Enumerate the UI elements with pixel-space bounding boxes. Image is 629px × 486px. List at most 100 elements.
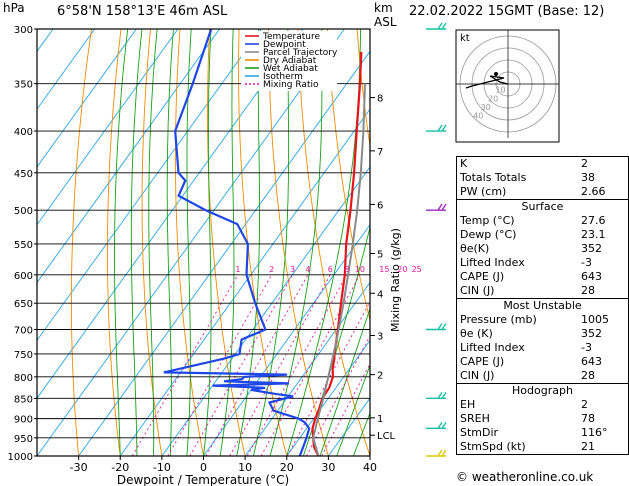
km-tick-label: LCL	[377, 431, 396, 442]
temp-tick-label: -30	[70, 461, 88, 474]
legend-label: Parcel Trajectory	[263, 48, 338, 58]
surface-section-title: Surface	[457, 199, 628, 214]
index-label: Totals Totals	[460, 171, 527, 184]
pressure-tick-label: 350	[14, 80, 33, 91]
hpa-unit-label: hPa	[3, 1, 25, 15]
isotherm-line	[37, 29, 345, 456]
temp-tick-label: 30	[321, 461, 335, 474]
legend-label: Wet Adiabat	[263, 64, 318, 74]
wind-barb	[426, 323, 447, 331]
index-label: Temp (°C)	[460, 214, 515, 227]
index-value: 28	[581, 369, 595, 382]
km-tick-label: 5	[377, 250, 383, 261]
wet-adiabat-line	[166, 29, 174, 456]
legend-label: Isotherm	[263, 72, 303, 82]
legend-label: Mixing Ratio	[263, 80, 319, 90]
index-value: 116°	[581, 426, 608, 439]
mixing-ratio-value: 3	[290, 265, 295, 274]
wind-barb	[426, 22, 447, 30]
wind-barb	[426, 421, 447, 430]
series-parcel-trajectory	[312, 83, 366, 456]
pressure-tick-label: 600	[14, 271, 33, 282]
index-label: CIN (J)	[460, 369, 495, 382]
index-row: θe (K) 352	[457, 327, 628, 341]
index-row: θe(K) 352	[457, 242, 628, 256]
index-label: EH	[460, 398, 476, 411]
index-row: Pressure (mb) 1005	[457, 313, 628, 327]
index-value: 27.6	[581, 214, 606, 227]
pressure-tick-label: 900	[14, 415, 33, 426]
x-axis-label: Dewpoint / Temperature (°C)	[117, 473, 289, 486]
index-value: 643	[581, 355, 602, 368]
mixing-ratio-line	[167, 274, 273, 456]
index-row: EH 2	[457, 398, 628, 412]
index-value: 21	[581, 440, 595, 453]
mixing-ratio-value: 6	[328, 265, 333, 274]
index-label: StmSpd (kt)	[460, 440, 526, 453]
location-label: 6°58'N 158°13'E 46m ASL	[57, 4, 228, 19]
pressure-tick-label: 650	[14, 299, 33, 310]
hodograph-trace	[465, 75, 509, 89]
mixing-ratio-value: 25	[412, 265, 422, 274]
temp-tick-label: 20	[280, 461, 294, 474]
index-row: Lifted Index -3	[457, 341, 628, 355]
index-value: 23.1	[581, 228, 606, 241]
mixing-ratio-value: 4	[305, 265, 310, 274]
legend-label: Temperature	[262, 32, 320, 42]
isotherm-line	[37, 29, 262, 342]
index-row: Dewp (°C) 23.1	[457, 228, 628, 242]
index-value: 38	[581, 171, 595, 184]
wet-adiabat-line	[114, 29, 129, 456]
legend-label: Dry Adiabat	[263, 56, 317, 66]
hodograph-ring-label: 30	[481, 103, 491, 112]
hodograph-ring-label: 10	[495, 86, 505, 95]
index-row: CIN (J) 28	[457, 284, 628, 298]
pressure-tick-label: 550	[14, 240, 33, 251]
mixing-ratio-value: 2	[269, 265, 274, 274]
index-label: Pressure (mb)	[460, 313, 537, 326]
km-tick-label: 2	[377, 371, 383, 382]
km-tick-label: 3	[377, 332, 383, 343]
index-label: K	[460, 157, 468, 170]
hodograph-ring-label: 40	[473, 112, 483, 121]
index-row: SREH 78	[457, 412, 628, 426]
wet-adiabat-line	[336, 364, 370, 456]
index-row: StmSpd (kt) 21	[457, 440, 628, 454]
mixing-ratio-value: 1	[235, 265, 240, 274]
index-label: CAPE (J)	[460, 355, 505, 368]
index-row: Lifted Index -3	[457, 256, 628, 270]
legend-label: Dewpoint	[263, 40, 306, 50]
storm-motion-marker	[494, 72, 498, 76]
pressure-tick-label: 700	[14, 326, 33, 337]
wet-adiabat-line	[319, 306, 370, 456]
isotherm-line	[37, 29, 220, 284]
hodograph-kt-label: kt	[460, 33, 470, 44]
temp-tick-label: -10	[153, 461, 171, 474]
isotherm-line	[37, 29, 137, 168]
mixing-ratio-line	[306, 335, 370, 456]
km-unit-label: km	[374, 1, 393, 15]
unstable-section-title: Most Unstable	[457, 298, 628, 313]
hodograph-section-title: Hodograph	[457, 383, 628, 398]
isotherm-line	[37, 29, 96, 110]
km-tick-label: 4	[377, 289, 383, 300]
wet-adiabat-line	[269, 29, 323, 456]
series-dewpoint	[163, 29, 311, 456]
index-label: SREH	[460, 412, 490, 425]
index-label: Lifted Index	[460, 341, 525, 354]
index-label: CAPE (J)	[460, 270, 505, 283]
temp-tick-label: 0	[200, 461, 207, 474]
wind-barb	[426, 203, 447, 211]
wet-adiabat-line	[148, 29, 158, 456]
index-label: θe(K)	[460, 242, 490, 255]
wind-barb	[426, 391, 447, 400]
index-row: Totals Totals 38	[457, 171, 628, 185]
mixing-ratio-value: 8	[344, 265, 349, 274]
wind-barb	[426, 124, 447, 132]
km-tick-label: 7	[377, 147, 383, 158]
index-value: 352	[581, 327, 602, 340]
index-value: 2	[581, 157, 588, 170]
pressure-tick-label: 950	[14, 434, 33, 445]
